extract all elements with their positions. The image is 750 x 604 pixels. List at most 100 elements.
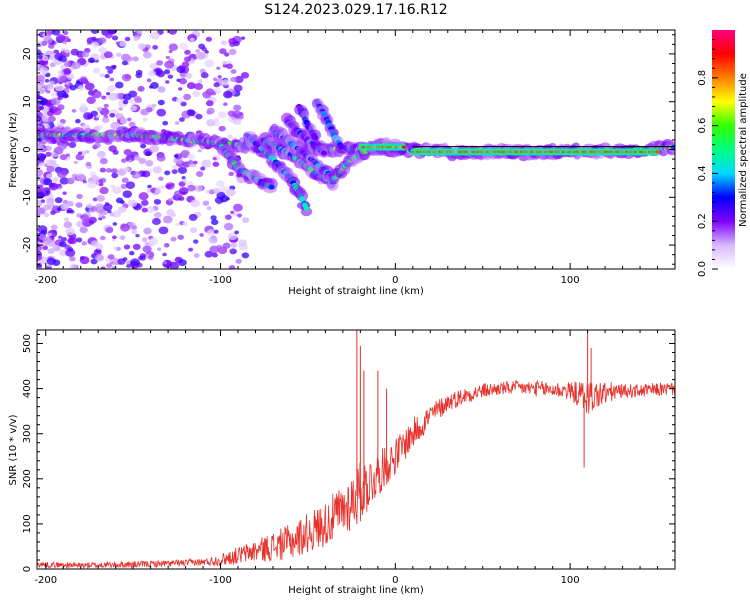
noise-blob [150,81,159,89]
noise-blob [165,80,170,84]
noise-blob [62,191,67,195]
noise-blob [147,255,154,260]
noise-blob [37,213,41,218]
noise-blob [241,252,250,259]
noise-blob [182,221,188,226]
noise-blob [76,193,83,200]
noise-blob [175,222,180,227]
noise-blob [175,97,183,104]
noise-blob [78,151,83,155]
noise-blob [86,203,93,209]
noise-blob [56,122,64,128]
y-tick-label: 20 [22,48,33,61]
noise-blob [126,117,132,122]
noise-blob [51,30,61,36]
noise-blob [69,209,75,214]
noise-blob [44,78,50,83]
noise-blob [137,85,145,92]
noise-blob [57,95,63,101]
noise-blob [166,209,175,216]
noise-blob [136,30,143,35]
noise-blob [54,52,64,60]
noise-blob [219,195,229,203]
noise-blob [236,213,243,218]
noise-blob [93,67,100,74]
y-tick-label: 0 [22,146,33,152]
noise-blob [238,239,248,247]
ridge-core [670,144,675,150]
noise-blob [73,160,78,165]
noise-blob [63,30,69,35]
noise-blob [90,30,99,34]
hot-band-core [655,150,660,154]
noise-blob [234,75,244,84]
noise-blob [105,167,112,173]
noise-blob [39,162,45,167]
noise-blob [130,258,141,267]
noise-blob [97,150,106,157]
noise-blob [80,76,88,82]
noise-blob [192,160,198,165]
noise-blob [42,236,53,245]
noise-blob [181,176,186,180]
noise-blob [76,213,82,218]
noise-blob [228,48,237,56]
noise-blob [108,92,119,101]
noise-blob [165,55,170,60]
snr-frame [36,329,676,570]
noise-blob [156,70,166,78]
noise-blob [49,62,56,68]
noise-blob [112,210,122,218]
noise-blob [194,82,204,91]
noise-blob [107,85,116,92]
x-tick-label: -100 [209,575,232,586]
noise-blob [37,254,43,261]
noise-blob [37,87,46,95]
snr-panel: -200 -100 0 100 0 100 200 300 400 500 Height of s… [8,329,676,596]
noise-blob [195,170,204,177]
noise-blob [58,235,63,239]
noise-blob [91,90,102,99]
y-tick-label: 0 [22,566,33,572]
noise-blob [93,142,101,149]
colorbar-label: Normalized spectral amplitude [738,73,749,227]
noise-blob [128,90,138,98]
noise-blob [82,180,87,184]
snr-series-line [37,379,675,569]
spectrogram-xlabel: Height of straight line (km) [288,286,424,297]
noise-blob [223,90,233,99]
noise-blob [79,103,87,109]
noise-blob [38,67,49,75]
noise-blob [71,61,81,70]
ridge-core [320,150,327,156]
noise-blob [46,198,55,205]
noise-blob [230,76,237,83]
noise-blob [189,227,198,234]
ridge-core [312,135,319,141]
noise-blob [197,149,202,153]
noise-blob [177,166,188,174]
noise-blob [143,51,152,58]
noise-blob [64,48,70,54]
noise-blob [135,233,140,238]
noise-blob [122,99,129,105]
noise-blob [230,242,238,248]
noise-blob [85,161,92,167]
noise-blob [43,204,51,211]
spectrogram-ylabel: Frequency (Hz) [8,112,19,188]
y-tick-label: 400 [22,379,33,398]
colorbar-tick-label: 0.2 [697,213,708,229]
noise-blob [199,233,204,237]
noise-blob [140,108,149,116]
noise-blob [37,74,45,82]
noise-blob [218,125,226,132]
noise-blob [143,227,152,235]
noise-blob [112,149,119,155]
noise-blob [128,159,133,163]
x-tick-label: 100 [561,575,580,586]
noise-blob [37,263,42,268]
noise-blob [205,100,214,107]
noise-blob [93,249,102,256]
noise-blob [223,102,228,107]
noise-blob [101,215,106,220]
